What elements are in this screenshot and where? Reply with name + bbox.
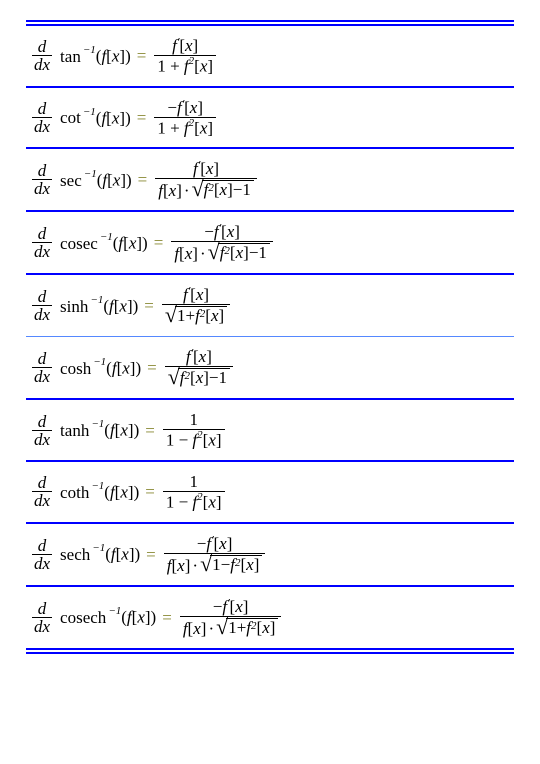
lhs: sinh−1(f[x]) [60,297,138,315]
formula-row: ddx cosech−1(f[x]) = −fʹ[x]f[x]·√1 + f2[x] [26,587,514,648]
rhs: fʹ[x]f[x]·√f2[x] − 1 [155,159,257,200]
formula-row: ddx cot−1(f[x]) = −fʹ[x]1 + f2[x] [26,88,514,148]
separator-rule [26,20,514,22]
lhs: cosh−1(f[x]) [60,359,141,377]
rhs: fʹ[x]√1 + f2[x] [162,285,230,326]
equals-sign: = [147,359,157,376]
ddx-operator: ddx [32,600,52,635]
equals-sign: = [145,422,155,439]
lhs: tanh−1(f[x]) [60,421,139,439]
separator-rule [26,648,514,650]
ddx-operator: ddx [32,38,52,73]
lhs: cot−1(f[x]) [60,109,131,127]
separator-rule [26,652,514,654]
ddx-operator: ddx [32,100,52,135]
rhs: −fʹ[x]f[x]·√f2[x] − 1 [171,222,273,263]
rhs: fʹ[x]1 + f2[x] [154,36,216,76]
equals-sign: = [146,546,156,563]
equals-sign: = [138,171,148,188]
equals-sign: = [145,483,155,500]
formula-row: ddx tanh−1(f[x]) = 11 − f2[x] [26,400,514,460]
equals-sign: = [162,609,172,626]
rhs: 11 − f2[x] [163,410,225,450]
formula-row: ddx sec−1(f[x]) = fʹ[x]f[x]·√f2[x] − 1 [26,149,514,210]
equals-sign: = [137,47,147,64]
lhs: coth−1(f[x]) [60,483,139,501]
lhs: tan−1(f[x]) [60,47,131,65]
lhs: sech−1(f[x]) [60,545,140,563]
formula-row: ddx coth−1(f[x]) = 11 − f2[x] [26,462,514,522]
formula-row: ddx cosec−1(f[x]) = −fʹ[x]f[x]·√f2[x] − 1 [26,212,514,273]
lhs: sec−1(f[x]) [60,171,132,189]
ddx-operator: ddx [32,288,52,323]
ddx-operator: ddx [32,537,52,572]
rhs: −fʹ[x]f[x]·√1 + f2[x] [180,597,282,638]
lhs: cosech−1(f[x]) [60,608,156,626]
rhs: fʹ[x]√f2[x] − 1 [165,347,233,388]
rhs: −fʹ[x]1 + f2[x] [154,98,216,138]
lhs: cosec−1(f[x]) [60,234,148,252]
ddx-operator: ddx [32,350,52,385]
formula-table: ddx tan−1(f[x]) = fʹ[x]1 + f2[x] ddx cot−1(f[… [26,20,514,654]
equals-sign: = [137,109,147,126]
formula-row: ddx tan−1(f[x]) = fʹ[x]1 + f2[x] [26,26,514,86]
ddx-operator: ddx [32,225,52,260]
formula-row: ddx sinh−1(f[x]) = fʹ[x]√1 + f2[x] [26,275,514,336]
rhs: 11 − f2[x] [163,472,225,512]
ddx-operator: ddx [32,162,52,197]
equals-sign: = [144,297,154,314]
ddx-operator: ddx [32,474,52,509]
equals-sign: = [154,234,164,251]
ddx-operator: ddx [32,413,52,448]
rhs: −fʹ[x]f[x]·√1 − f2[x] [164,534,266,575]
formula-row: ddx cosh−1(f[x]) = fʹ[x]√f2[x] − 1 [26,337,514,398]
formula-row: ddx sech−1(f[x]) = −fʹ[x]f[x]·√1 − f2[x] [26,524,514,585]
